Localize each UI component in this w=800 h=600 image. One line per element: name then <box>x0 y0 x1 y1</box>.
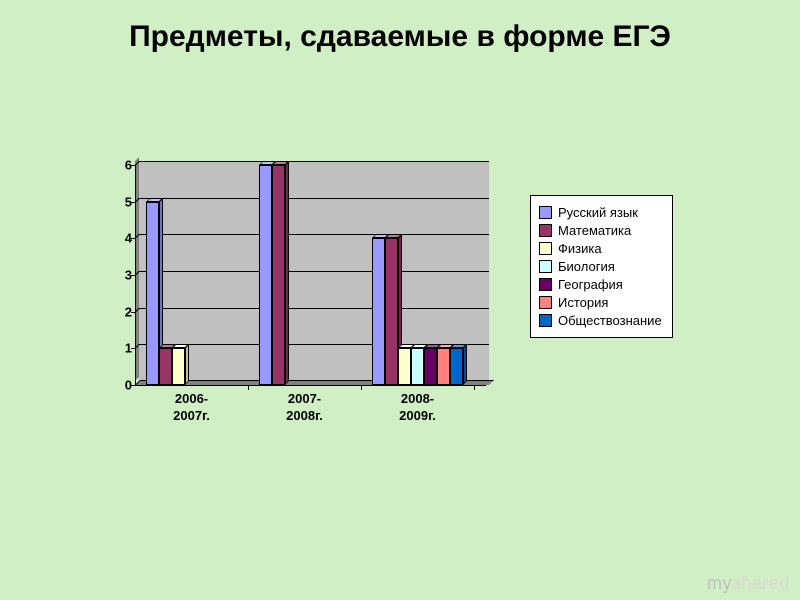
legend-item: География <box>539 277 662 292</box>
chart-x-label: 2008-2009г. <box>358 385 478 425</box>
chart-bar-side <box>463 344 467 385</box>
watermark-left: my <box>707 573 732 593</box>
chart: 01234562006-2007г.2007-2008г.2008-2009г. <box>135 165 485 385</box>
legend-label: Математика <box>558 223 631 238</box>
chart-bar <box>372 238 385 385</box>
chart-bar <box>172 348 185 385</box>
page-title: Предметы, сдаваемые в форме ЕГЭ <box>0 20 800 54</box>
watermark-right: shared <box>732 573 790 593</box>
chart-bar <box>398 348 411 385</box>
chart-x-label: 2006-2007г. <box>132 385 252 425</box>
chart-plot-area: 01234562006-2007г.2007-2008г.2008-2009г. <box>135 165 486 386</box>
chart-group <box>372 165 463 385</box>
chart-bar <box>437 348 450 385</box>
legend-item: Обществознание <box>539 313 662 328</box>
chart-bar <box>424 348 437 385</box>
legend-item: Физика <box>539 241 662 256</box>
legend-swatch <box>539 296 552 309</box>
chart-bar <box>146 202 159 385</box>
legend-item: Биология <box>539 259 662 274</box>
watermark: myshared <box>707 573 790 594</box>
legend-swatch <box>539 314 552 327</box>
chart-bar <box>259 165 272 385</box>
chart-group <box>259 165 350 385</box>
chart-bar-side <box>185 344 189 385</box>
legend-item: Математика <box>539 223 662 238</box>
chart-bar <box>159 348 172 385</box>
chart-bar <box>450 348 463 385</box>
legend-label: Обществознание <box>558 313 662 328</box>
chart-x-label: 2007-2008г. <box>245 385 365 425</box>
legend-label: География <box>558 277 623 292</box>
legend-swatch <box>539 260 552 273</box>
legend-swatch <box>539 206 552 219</box>
chart-bar-side <box>285 161 289 385</box>
chart-gridline <box>139 161 489 162</box>
slide: Предметы, сдаваемые в форме ЕГЭ 01234562… <box>0 0 800 600</box>
legend-item: История <box>539 295 662 310</box>
chart-bar <box>385 238 398 385</box>
chart-bar <box>411 348 424 385</box>
chart-legend: Русский язык Математика Физика Биология Геог… <box>530 195 673 338</box>
legend-label: Биология <box>558 259 615 274</box>
legend-swatch <box>539 278 552 291</box>
chart-group <box>146 165 237 385</box>
legend-label: Русский язык <box>558 205 638 220</box>
legend-label: Физика <box>558 241 602 256</box>
legend-swatch <box>539 242 552 255</box>
legend-swatch <box>539 224 552 237</box>
legend-label: История <box>558 295 608 310</box>
legend-item: Русский язык <box>539 205 662 220</box>
chart-bar <box>272 165 285 385</box>
